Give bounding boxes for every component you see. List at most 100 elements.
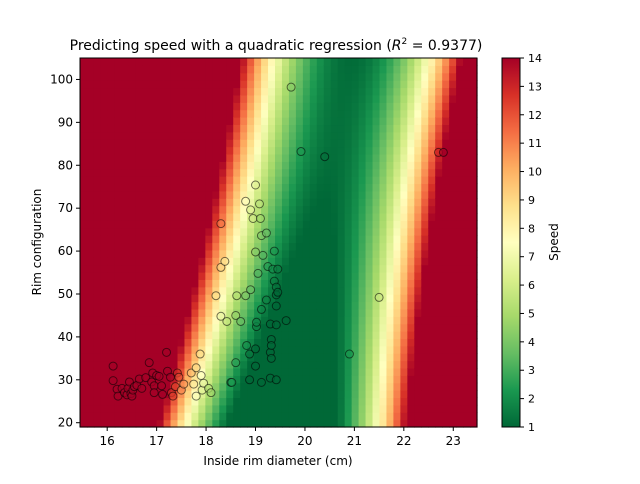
heatmap-cell xyxy=(400,176,408,185)
heatmap-cell xyxy=(379,161,388,170)
heatmap-cell xyxy=(247,65,255,74)
heatmap-cell xyxy=(261,301,269,310)
heatmap-cell xyxy=(275,279,283,288)
heatmap-cell xyxy=(163,308,172,317)
heatmap-cell xyxy=(80,390,88,399)
heatmap-cell xyxy=(316,382,325,391)
heatmap-cell xyxy=(142,323,151,332)
heatmap-cell xyxy=(149,153,158,162)
heatmap-cell xyxy=(379,65,388,74)
heatmap-cell xyxy=(344,323,353,332)
heatmap-cell xyxy=(435,131,443,140)
heatmap-cell xyxy=(93,331,102,340)
heatmap-cell xyxy=(247,279,255,288)
heatmap-cell xyxy=(358,345,367,354)
heatmap-cell xyxy=(80,131,88,140)
heatmap-cell xyxy=(428,58,436,66)
heatmap-cell xyxy=(170,102,179,111)
heatmap-cell xyxy=(365,198,374,207)
heatmap-cell xyxy=(386,360,395,369)
heatmap-cell xyxy=(428,272,436,280)
heatmap-cell xyxy=(463,279,471,288)
heatmap-cell xyxy=(435,316,443,325)
heatmap-cell xyxy=(198,131,206,140)
heatmap-cell xyxy=(184,257,193,266)
heatmap-cell xyxy=(456,308,464,317)
heatmap-cell xyxy=(191,264,199,273)
heatmap-cell xyxy=(407,102,415,111)
colorbar-tick-label: 2 xyxy=(528,393,535,406)
heatmap-cell xyxy=(191,323,199,332)
heatmap-cell xyxy=(316,102,325,111)
heatmap-cell xyxy=(309,338,318,347)
heatmap-cell xyxy=(407,360,415,369)
colorbar-tick-label: 14 xyxy=(528,52,542,65)
heatmap-cell xyxy=(121,331,130,340)
heatmap-cell xyxy=(177,80,186,89)
heatmap-cell xyxy=(135,301,144,310)
heatmap-cell xyxy=(170,331,179,340)
heatmap-cell xyxy=(177,242,186,251)
heatmap-cell xyxy=(128,124,137,133)
heatmap-cell xyxy=(268,205,276,214)
heatmap-cell xyxy=(288,168,297,177)
heatmap-cell xyxy=(316,205,325,214)
heatmap-cell xyxy=(421,139,429,148)
heatmap-cell xyxy=(456,272,464,280)
heatmap-cell xyxy=(400,316,408,325)
heatmap-cell xyxy=(288,301,297,310)
heatmap-cell xyxy=(442,294,450,303)
heatmap-cell xyxy=(128,183,137,192)
heatmap-cell xyxy=(449,412,457,421)
heatmap-cell xyxy=(449,117,457,126)
heatmap-cell xyxy=(337,72,346,81)
data-point xyxy=(227,377,237,387)
heatmap-cell xyxy=(212,198,220,207)
heatmap-cell xyxy=(351,153,360,162)
heatmap-cell xyxy=(163,279,172,288)
heatmap-cell xyxy=(114,139,123,148)
heatmap-cell xyxy=(184,220,193,229)
heatmap-cell xyxy=(386,176,395,185)
heatmap-cell xyxy=(177,94,186,103)
heatmap-cell xyxy=(323,279,332,288)
heatmap-cell xyxy=(302,316,311,325)
heatmap-cell xyxy=(114,161,123,170)
heatmap-cell xyxy=(414,360,422,369)
heatmap-cell xyxy=(198,323,206,332)
heatmap-cell xyxy=(170,360,179,369)
heatmap-cell xyxy=(233,279,241,288)
heatmap-cell xyxy=(470,168,478,177)
heatmap-cell xyxy=(323,242,332,251)
heatmap-cell xyxy=(191,65,199,74)
heatmap-cell xyxy=(407,294,415,303)
heatmap-cell xyxy=(156,412,165,421)
heatmap-cell xyxy=(470,227,478,236)
heatmap-cell xyxy=(351,419,360,428)
heatmap-cell xyxy=(463,131,471,140)
heatmap-cell xyxy=(128,87,137,96)
heatmap-cell xyxy=(93,367,102,376)
heatmap-cell xyxy=(121,242,130,251)
heatmap-cell xyxy=(330,220,339,229)
heatmap-cell xyxy=(107,367,116,376)
heatmap-cell xyxy=(80,190,88,199)
heatmap-cell xyxy=(163,235,172,244)
colorbar-tick-label: 7 xyxy=(528,251,535,264)
heatmap-cell xyxy=(330,190,339,199)
heatmap-cell xyxy=(323,404,332,413)
heatmap-cell xyxy=(114,168,123,177)
heatmap-cell xyxy=(414,338,422,347)
heatmap-cell xyxy=(177,58,186,66)
heatmap-cell xyxy=(156,257,165,266)
heatmap-cell xyxy=(421,80,429,89)
heatmap-cell xyxy=(442,72,450,81)
heatmap-cell xyxy=(330,345,339,354)
heatmap-cell xyxy=(470,353,478,362)
heatmap-cell xyxy=(156,198,165,207)
heatmap-cell xyxy=(309,419,318,428)
heatmap-cell xyxy=(358,390,367,399)
heatmap-cell xyxy=(114,419,123,428)
heatmap-cell xyxy=(400,198,408,207)
